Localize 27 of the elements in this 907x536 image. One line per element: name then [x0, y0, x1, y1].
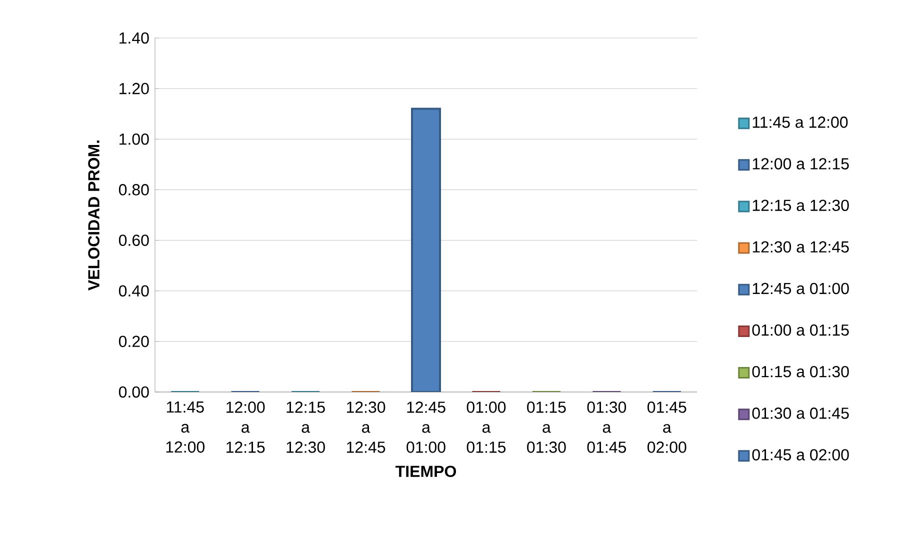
legend-label: 12:45 a 01:00	[752, 282, 849, 294]
y-tick-label: 0.00	[118, 386, 149, 398]
x-tick-label: 12:45 a 01:00	[406, 402, 446, 453]
legend-label: 11:45 a 12:00	[752, 116, 848, 128]
x-tick-label: 01:15 a 01:30	[527, 402, 566, 453]
x-tick-label: 12:15 a 12:30	[286, 402, 325, 453]
y-axis-title: VELOCIDAD PROM.	[88, 140, 100, 290]
y-tick-label: 1.00	[120, 133, 149, 145]
x-tick-label: 01:30 a 01:45	[587, 402, 626, 453]
x-tick-label: 01:00 a 01:15	[466, 402, 506, 453]
x-tick-label: 12:00 a 12:15	[226, 402, 265, 453]
x-tick-label: 01:45 a 02:00	[648, 402, 686, 453]
legend-label: 01:00 a 01:15	[752, 324, 849, 336]
x-tick-label: 12:30 a 12:45	[346, 402, 386, 453]
y-tick-label: 1.20	[120, 82, 149, 94]
x-axis-title: TIEMPO	[396, 466, 456, 478]
y-tick-label: 0.40	[118, 285, 149, 297]
x-tick-label: 11:45 a 12:00	[166, 402, 204, 453]
legend-label: 01:15 a 01:30	[752, 366, 849, 378]
y-tick-label: 0.80	[118, 184, 149, 196]
y-tick-label: 0.60	[118, 234, 149, 246]
legend-label: 12:00 a 12:15	[752, 158, 849, 170]
legend-label: 12:15 a 12:30	[752, 200, 849, 212]
y-tick-label: 1.40	[120, 32, 149, 44]
y-tick-label: 0.20	[118, 336, 149, 348]
legend-label: 01:45 a 02:00	[752, 449, 849, 460]
legend-label: 12:30 a 12:45	[752, 241, 849, 253]
